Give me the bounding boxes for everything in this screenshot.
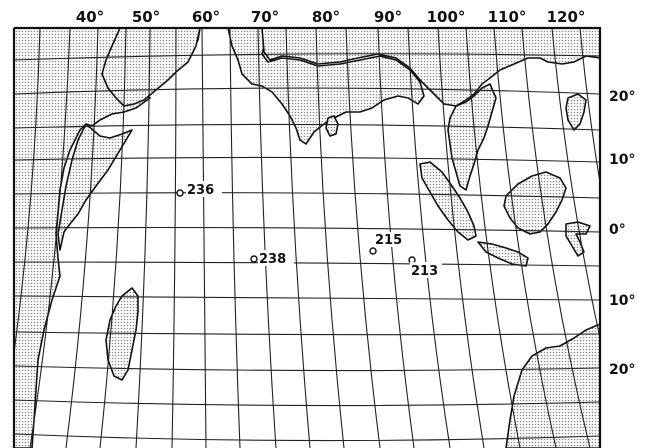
site-215-label-bg [374, 232, 404, 247]
lat-label-10s: 10° [609, 293, 635, 309]
sumatra [419, 161, 477, 241]
site-238-marker [250, 255, 258, 263]
longitude-labels: 40° 50° 60° 70° 80° 90° 100° 110° 120° [76, 8, 586, 26]
lat-label-10n: 10° [609, 152, 635, 168]
sulawesi [565, 221, 591, 257]
site-215[interactable]: 215 [369, 232, 404, 255]
lon-label-40: 40° [76, 8, 104, 26]
lon-label-110: 110° [488, 8, 527, 26]
lat-label-0: 0° [609, 222, 626, 238]
horn-of-africa [57, 123, 133, 251]
site-238[interactable]: 238 [250, 250, 294, 267]
lon-label-70: 70° [251, 8, 279, 26]
site-213[interactable]: 213 [408, 256, 442, 279]
lon-label-90: 90° [374, 8, 402, 26]
latitude-labels: 20° 10° 0° 10° 20° [609, 89, 635, 378]
java [477, 241, 529, 267]
site-236-label-bg [186, 181, 222, 197]
site-215-marker [369, 247, 377, 255]
sri-lanka [325, 115, 339, 137]
lon-label-60: 60° [192, 8, 220, 26]
drill-sites: 236 238 215 213 [176, 181, 442, 279]
philippines [565, 93, 587, 131]
site-213-label: 213 [411, 264, 438, 279]
site-238-label-bg [258, 250, 294, 266]
india [227, 28, 425, 145]
site-238-label: 238 [259, 252, 286, 267]
malay-peninsula [447, 83, 497, 191]
australia [505, 323, 600, 448]
map-frame [14, 26, 602, 448]
lat-label-20n: 20° [609, 89, 635, 105]
site-236[interactable]: 236 [176, 181, 222, 198]
madagascar [105, 287, 139, 381]
site-213-label-bg [410, 262, 442, 278]
site-215-label: 215 [375, 233, 402, 248]
arabia [101, 28, 201, 107]
lon-label-120: 120° [547, 8, 586, 26]
graticule [14, 28, 600, 448]
lat-label-20s: 20° [609, 362, 635, 378]
site-236-label: 236 [187, 183, 214, 198]
site-236-marker [176, 189, 184, 197]
borneo [503, 171, 567, 235]
land-masses [14, 28, 600, 448]
lon-label-100: 100° [427, 8, 466, 26]
lon-label-80: 80° [312, 8, 340, 26]
lon-label-50: 50° [132, 8, 160, 26]
